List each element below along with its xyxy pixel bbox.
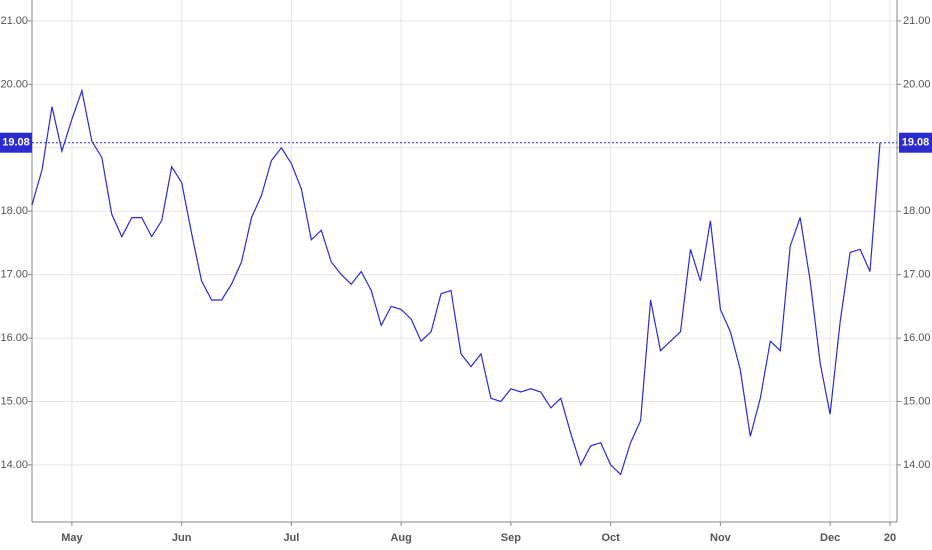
y-tick-label: 14.00 [0, 459, 28, 471]
x-tick-label: Jul [283, 532, 299, 544]
price-line [31, 88, 881, 476]
x-tick-label: 20 [884, 532, 896, 544]
y-tick-label: 16.00 [903, 332, 931, 344]
x-tick-label: Nov [710, 532, 732, 544]
y-tick-label: 17.00 [903, 269, 931, 281]
y-tick-label: 21.00 [903, 15, 931, 27]
x-tick-label: Dec [820, 532, 840, 544]
y-tick-label: 14.00 [903, 459, 931, 471]
y-tick-label: 17.00 [0, 269, 28, 281]
y-tick-label: 18.00 [0, 205, 28, 217]
y-tick-label: 21.00 [0, 15, 28, 27]
x-tick-label: Sep [501, 532, 521, 544]
x-tick-label: May [61, 532, 83, 544]
x-tick-label: Aug [390, 532, 411, 544]
last-price-label: 19.08 [2, 137, 30, 149]
y-tick-label: 20.00 [0, 78, 28, 90]
last-price-box [899, 132, 932, 153]
y-tick-label: 20.00 [903, 78, 931, 90]
y-tick-label: 16.00 [0, 332, 28, 344]
y-tick-label: 15.00 [0, 395, 28, 407]
last-price-box [0, 132, 32, 153]
x-tick-label: Oct [601, 532, 620, 544]
y-tick-label: 18.00 [903, 205, 931, 217]
y-tick-label: 15.00 [903, 395, 931, 407]
x-tick-label: Jun [172, 532, 192, 544]
last-price-label: 19.08 [902, 137, 930, 149]
